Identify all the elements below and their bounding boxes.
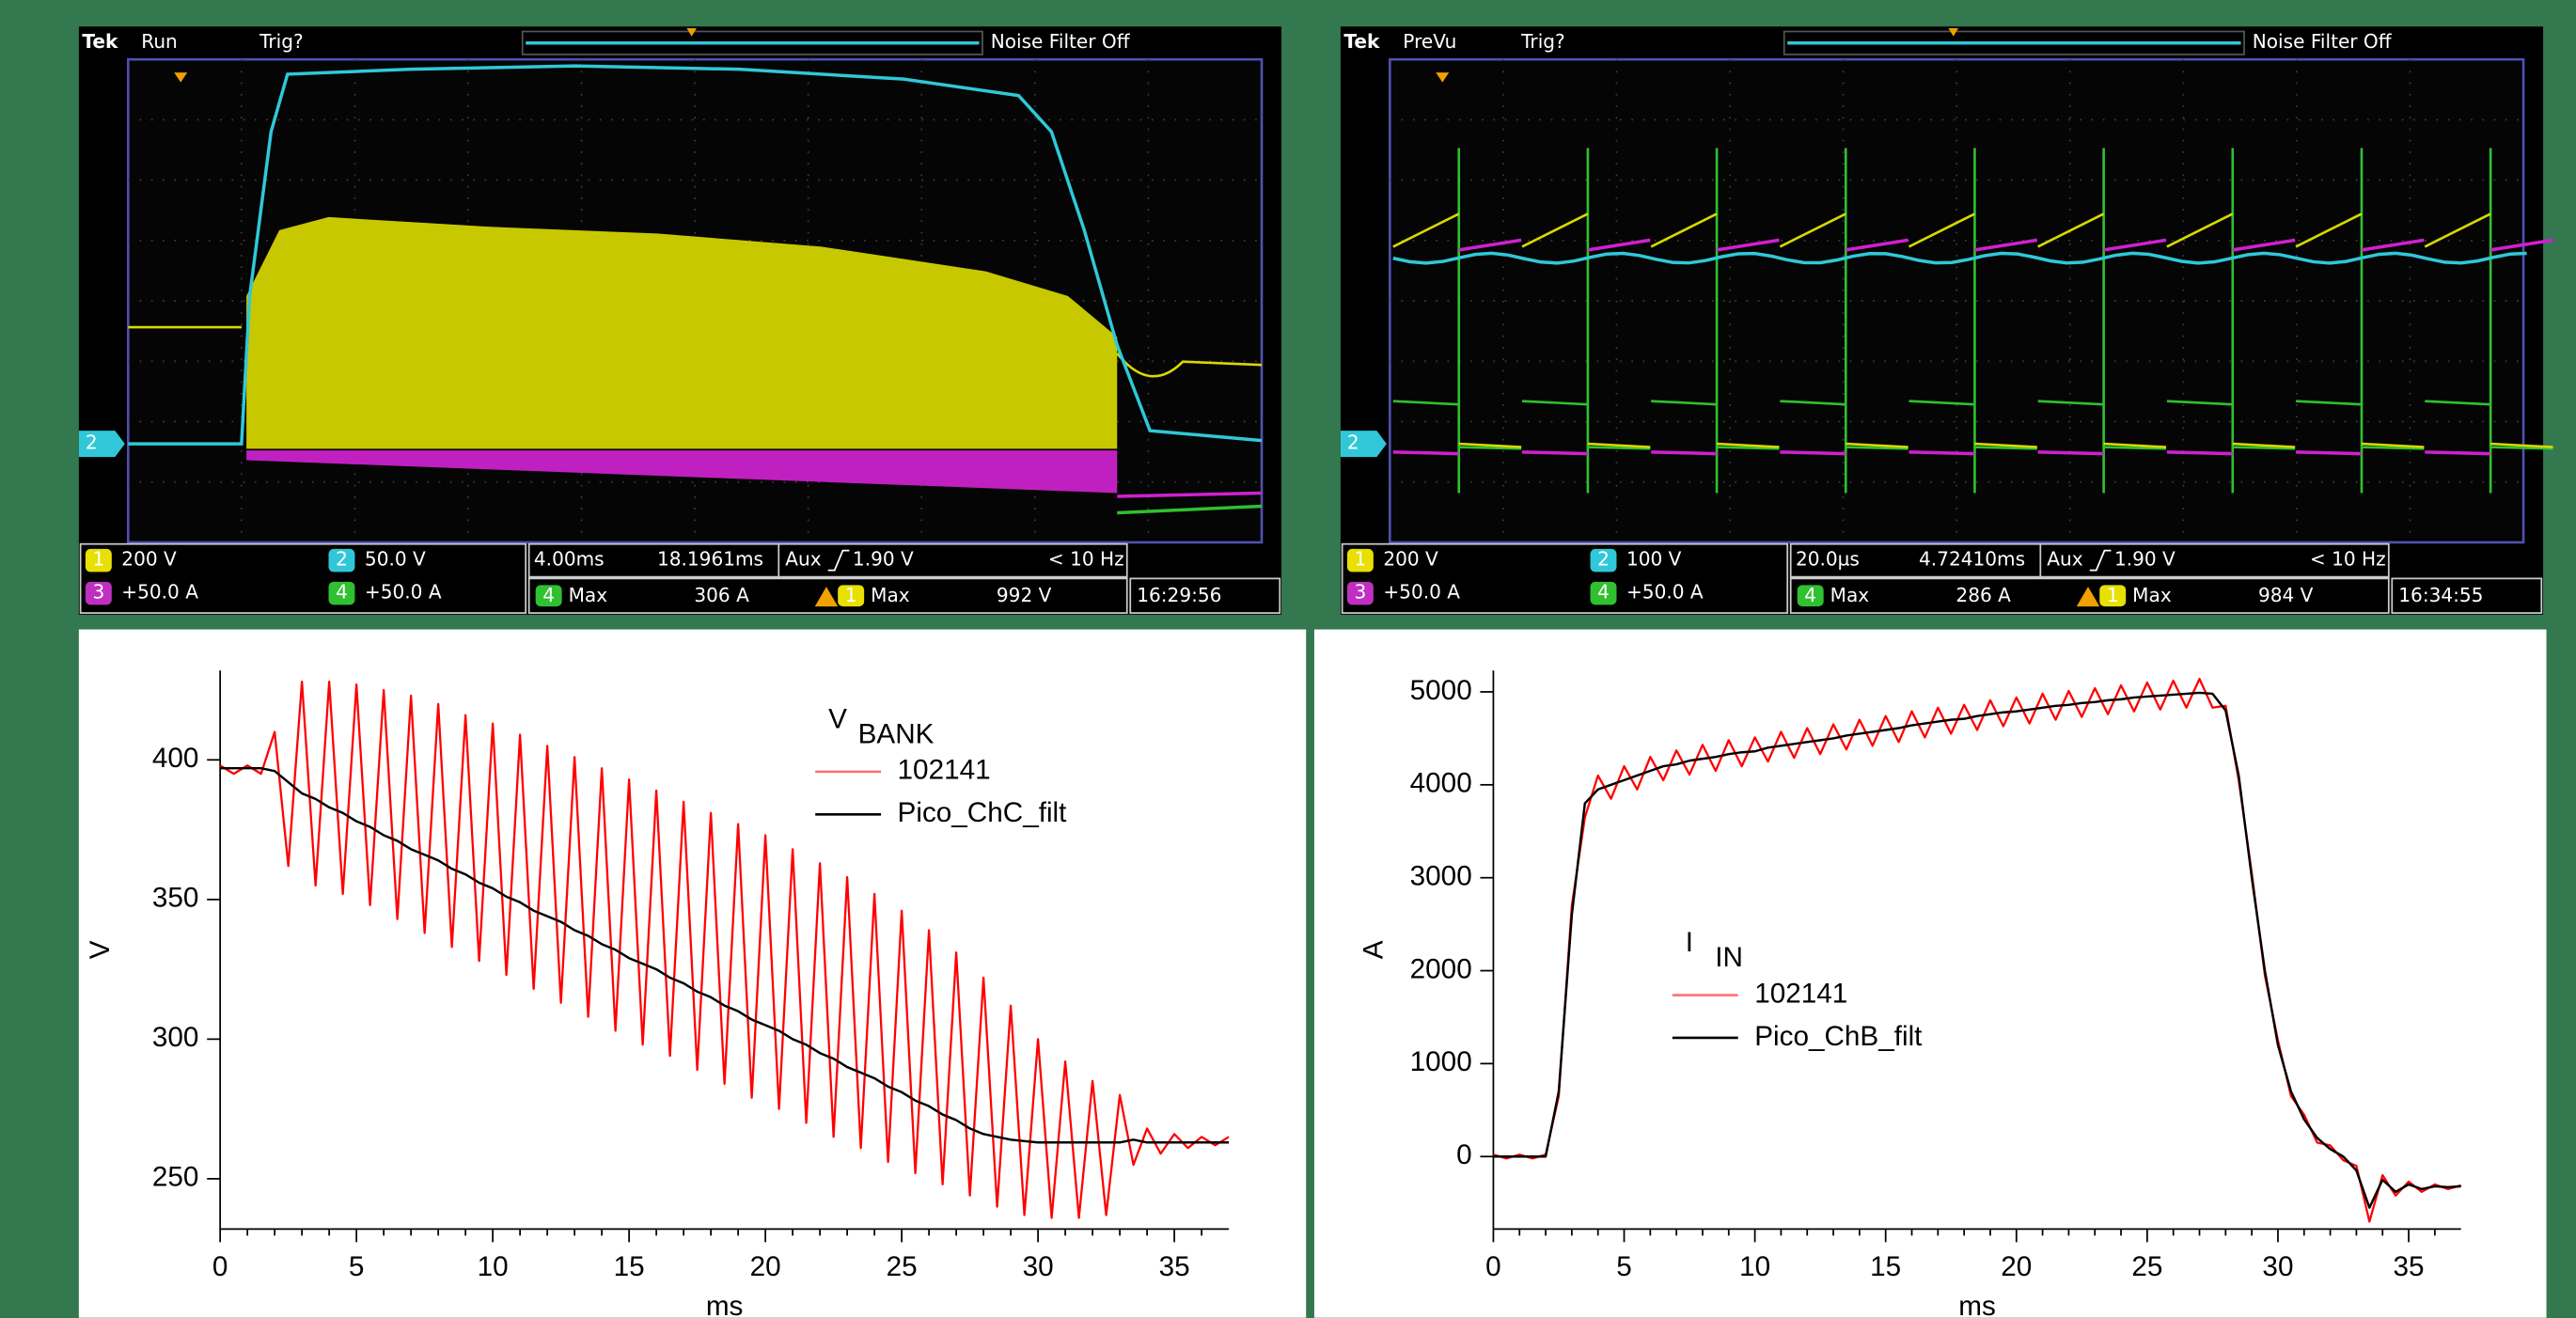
trigger-source: Aux xyxy=(785,548,821,571)
measure-badge: 4 xyxy=(1804,584,1816,606)
timebase-box xyxy=(1791,544,2389,577)
channel-scale: +50.0 A xyxy=(365,581,442,604)
measure-badge: 1 xyxy=(845,584,857,606)
y-tick-label: 1000 xyxy=(1410,1046,1472,1077)
slide: TekRunTrig?Noise Filter Off21200 V250.0 … xyxy=(0,0,2576,1318)
scope-mode: PreVu xyxy=(1403,30,1456,53)
x-axis-label: ms xyxy=(706,1291,744,1318)
channel-badge: 3 xyxy=(92,581,104,604)
scope-mode: Run xyxy=(141,30,178,53)
x-tick-label: 0 xyxy=(1485,1251,1501,1282)
legend-label: 102141 xyxy=(1754,978,1847,1009)
x-tick-label: 25 xyxy=(2131,1251,2162,1282)
trigger-freq: < 10 Hz xyxy=(2310,548,2386,571)
y-axis-label: A xyxy=(1358,940,1389,959)
chart: 0 1000 2000 3000 4000 5000 0 5 10 15 20 25 30 35 ms A II… xyxy=(1314,630,2547,1318)
channel-badge: 2 xyxy=(336,548,348,571)
position: 18.1961ms xyxy=(657,548,763,571)
y-tick-label: 250 xyxy=(152,1162,199,1193)
measure-value: 306 A xyxy=(694,584,749,606)
clock: 16:29:56 xyxy=(1137,584,1221,606)
ground-marker: 2 xyxy=(86,431,98,454)
x-tick-label: 30 xyxy=(1023,1251,1054,1282)
x-tick-label: 0 xyxy=(212,1251,228,1282)
channel-scale: +50.0 A xyxy=(1626,581,1704,604)
scope-brand: Tek xyxy=(82,30,118,53)
x-tick-label: 20 xyxy=(750,1251,781,1282)
y-tick-label: 2000 xyxy=(1410,953,1472,984)
chart-title: V xyxy=(828,704,847,735)
x-tick-label: 5 xyxy=(1616,1251,1632,1282)
page: {"scopes": [ {"brand": "Tek", "mode": "R… xyxy=(0,0,2576,1318)
x-tick-label: 35 xyxy=(2394,1251,2425,1282)
x-tick-label: 15 xyxy=(614,1251,645,1282)
legend-label: Pico_ChC_filt xyxy=(898,797,1068,828)
x-tick-label: 35 xyxy=(1159,1251,1190,1282)
chart-title-sub: BANK xyxy=(858,718,935,749)
scope-trigger: Trig? xyxy=(1520,30,1565,53)
measure-label: Max xyxy=(1830,584,1870,606)
timebase-box xyxy=(529,544,1127,577)
y-tick-label: 300 xyxy=(152,1022,199,1053)
x-tick-label: 25 xyxy=(887,1251,918,1282)
measure-label: Max xyxy=(569,584,608,606)
channel-badge: 3 xyxy=(1354,581,1366,604)
channel-badge: 1 xyxy=(92,548,104,571)
chart-title: I xyxy=(1686,927,1693,958)
ground-marker: 2 xyxy=(1347,431,1359,454)
trigger-freq: < 10 Hz xyxy=(1048,548,1124,571)
chart-title-sub: IN xyxy=(1715,942,1743,973)
trigger-level: 1.90 V xyxy=(853,548,914,571)
measure-badge: 4 xyxy=(542,584,555,606)
timebase: 4.00ms xyxy=(534,548,605,571)
y-tick-label: 5000 xyxy=(1410,675,1472,706)
channel-scale: 200 V xyxy=(121,548,177,571)
channel-scale: +50.0 A xyxy=(121,581,198,604)
measure-label: Max xyxy=(871,584,910,606)
channel-scale: 200 V xyxy=(1383,548,1438,571)
scope: Tek Run Trig? Noise Filter Off 2 1 200 V 2 50.0 … xyxy=(79,26,1281,615)
x-tick-label: 5 xyxy=(349,1251,365,1282)
scope-trigger: Trig? xyxy=(259,30,304,53)
y-tick-label: 0 xyxy=(1456,1139,1472,1170)
scope-filter: Noise Filter Off xyxy=(991,30,1131,53)
y-tick-label: 3000 xyxy=(1410,861,1472,892)
channel-badge: 2 xyxy=(1597,548,1610,571)
clock: 16:34:55 xyxy=(2398,584,2483,606)
measure-badge: 1 xyxy=(2107,584,2119,606)
legend-label: Pico_ChB_filt xyxy=(1754,1021,1923,1052)
measure-value: 286 A xyxy=(1956,584,2011,606)
channel-badge: 4 xyxy=(1597,581,1610,604)
legend-label: 102141 xyxy=(898,755,991,786)
channel-scale: 100 V xyxy=(1626,548,1682,571)
position: 4.72410ms xyxy=(1919,548,2025,571)
measure-value: 984 V xyxy=(2258,584,2314,606)
channel-scale: 50.0 V xyxy=(365,548,426,571)
x-tick-label: 20 xyxy=(2001,1251,2032,1282)
x-tick-label: 10 xyxy=(478,1251,509,1282)
channel-scale: +50.0 A xyxy=(1383,581,1460,604)
measure-value: 992 V xyxy=(997,584,1052,606)
chart-panel xyxy=(1314,630,2547,1318)
y-tick-label: 4000 xyxy=(1410,768,1472,799)
timebase: 20.0µs xyxy=(1796,548,1860,571)
x-tick-label: 10 xyxy=(1739,1251,1770,1282)
channel-badge: 4 xyxy=(336,581,348,604)
y-axis-label: V xyxy=(85,940,116,959)
scope: Tek PreVu Trig? Noise Filter Off 2 1 200 V 2 100… xyxy=(1341,26,2553,615)
x-tick-label: 30 xyxy=(2262,1251,2293,1282)
x-axis-label: ms xyxy=(1958,1291,1996,1318)
scope-brand: Tek xyxy=(1343,30,1380,53)
trigger-level: 1.90 V xyxy=(2114,548,2175,571)
y-tick-label: 350 xyxy=(152,883,199,914)
scope-filter: Noise Filter Off xyxy=(2253,30,2393,53)
y-tick-label: 400 xyxy=(152,743,199,774)
measure-label: Max xyxy=(2132,584,2172,606)
channel-badge: 1 xyxy=(1354,548,1366,571)
x-tick-label: 15 xyxy=(1870,1251,1901,1282)
trigger-source: Aux xyxy=(2047,548,2082,571)
chart: 250 300 350 400 0 5 10 15 20 25 30 35 ms V V BANK 102141… xyxy=(79,630,1306,1318)
